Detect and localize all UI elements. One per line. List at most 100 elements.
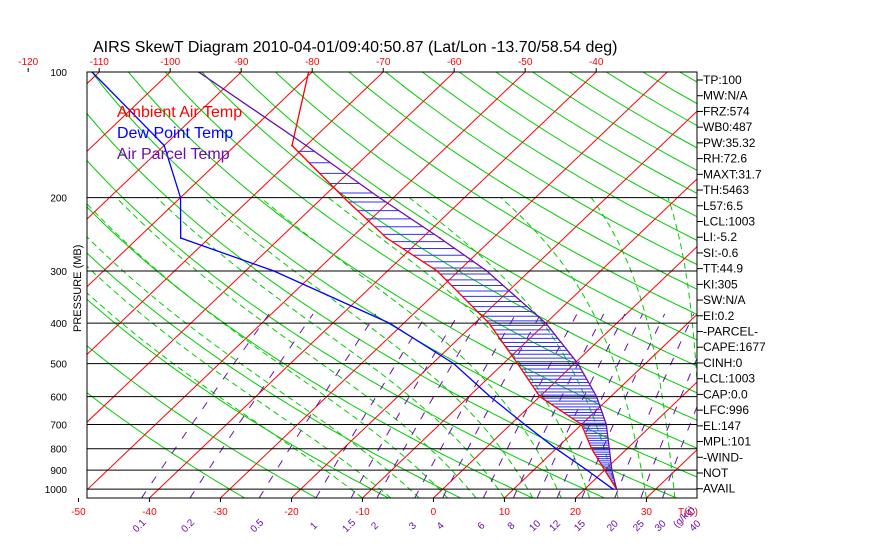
- series-point: [385, 237, 388, 239]
- mixing-ratio-tick-label: 1: [308, 520, 320, 532]
- moist-adiabat: [87, 265, 392, 498]
- bottom-temp-tick-label: -30: [213, 507, 228, 518]
- series-point: [544, 322, 547, 325]
- series-point: [305, 144, 308, 147]
- chart-title: AIRS SkewT Diagram 2010-04-01/09:40:50.8…: [93, 39, 617, 56]
- pressure-tick-label: 500: [50, 360, 67, 371]
- dry-adiabat: [348, 72, 697, 290]
- series-layer: [91, 72, 618, 491]
- isotherm: [87, 72, 242, 220]
- series-point: [272, 270, 275, 272]
- series-point: [179, 237, 182, 239]
- mixing-ratio-tick-label: 0.5: [249, 517, 267, 535]
- index-25: NOT: [703, 466, 729, 480]
- index-24: -WIND-: [703, 450, 743, 464]
- pressure-tick-label: 800: [50, 445, 67, 456]
- series-point: [378, 196, 381, 199]
- series-point: [605, 423, 608, 426]
- moist-adiabat: [156, 197, 505, 498]
- pressure-tick-label: 1000: [45, 485, 68, 496]
- isotherm: [149, 72, 597, 498]
- moist-adiabat: [260, 197, 562, 498]
- index-9: LCL:1003: [703, 214, 755, 228]
- moist-adiabat: [87, 203, 448, 498]
- mixing-ratio-tick-label: 8: [506, 520, 518, 532]
- series-point: [436, 270, 439, 272]
- mixing-ratio-tick-label: 2: [369, 520, 381, 532]
- legend-ambient-air-temp: Ambient Air Temp: [117, 104, 242, 121]
- dry-adiabat: [87, 298, 389, 498]
- isotherm: [433, 245, 697, 498]
- mixing-ratio-line: [640, 357, 697, 498]
- mixing-ratio-tick-label: 30: [653, 518, 669, 534]
- index-16: -PARCEL-: [703, 325, 758, 339]
- index-8: L57:6.5: [703, 199, 743, 213]
- mixing-ratio-tick-label: 12: [547, 518, 563, 534]
- series-ambient-air-temp: [291, 72, 618, 490]
- series-point: [586, 469, 588, 471]
- bottom-temp-tick-label: 30: [641, 507, 653, 518]
- plot-frame: [27, 68, 698, 502]
- dry-adiabat: [863, 72, 870, 498]
- mixing-ratio-tick-label: 10: [528, 518, 544, 534]
- mixing-ratio-line: [258, 313, 377, 498]
- mixing-ratio-tick-label: 20: [605, 518, 621, 534]
- isotherm: [575, 381, 697, 498]
- mixing-ratio-tick-label: 0.1: [131, 517, 149, 535]
- series-point: [488, 322, 490, 325]
- index-12: TT:44.9: [703, 262, 743, 276]
- isotherm: [291, 110, 697, 498]
- mixing-ratio-tick-label: 0.2: [179, 517, 197, 535]
- moist-adiabat: [87, 236, 420, 498]
- series-point: [538, 395, 541, 398]
- index-5: RH:72.6: [703, 152, 747, 166]
- pressure-tick-label: 900: [50, 466, 67, 477]
- series-point: [452, 362, 455, 365]
- dry-adiabat: [275, 72, 697, 341]
- dry-adiabat: [422, 72, 697, 241]
- isotherm: [87, 72, 384, 356]
- series-point: [179, 196, 182, 199]
- x-axis-unit-label: T(C): [678, 507, 698, 518]
- top-temp-tick-label: -40: [589, 57, 604, 68]
- index-13: KI:305: [703, 277, 738, 291]
- top-temp-tick-label: -60: [447, 57, 462, 68]
- index-10: LI:-5.2: [703, 230, 737, 244]
- bottom-temp-tick-label: -10: [355, 507, 370, 518]
- mixing-ratio-line: [482, 313, 578, 498]
- moist-adiabat: [203, 197, 534, 498]
- pressure-tick-label: 200: [50, 194, 67, 205]
- series-point: [612, 488, 614, 491]
- mixing-ratio-line: [350, 313, 460, 498]
- series-point: [608, 447, 611, 450]
- pressure-tick-label: 100: [50, 68, 67, 79]
- mixing-ratio-line: [512, 313, 605, 498]
- series-point: [610, 469, 613, 471]
- series-point: [555, 447, 557, 450]
- bottom-temp-tick-label: 0: [431, 507, 437, 518]
- dry-adiabat: [238, 72, 697, 367]
- top-temp-tick-label: -90: [234, 57, 249, 68]
- isotherm: [87, 72, 526, 491]
- legend-air-parcel-temp: Air Parcel Temp: [117, 146, 230, 163]
- mixing-ratio-tick-label: 6: [476, 520, 488, 532]
- index-19: LCL:1003: [703, 372, 755, 386]
- index-0: TP:100: [703, 73, 742, 87]
- mixing-ratio-line: [315, 313, 428, 498]
- dry-adiabat: [164, 72, 697, 421]
- dry-adiabat: [495, 72, 697, 194]
- top-temp-tick-label: -80: [305, 57, 320, 68]
- series-point: [291, 144, 293, 147]
- plot-border: [86, 71, 698, 499]
- index-6: MAXT:31.7: [703, 167, 762, 181]
- series-dew-point-temp: [91, 72, 614, 490]
- mixing-ratio-line: [662, 405, 697, 498]
- moist-adiabat: [590, 197, 676, 498]
- y-axis-label: PRESSURE (MB): [72, 245, 84, 332]
- legend-dew-point-temp: Dew Point Temp: [117, 125, 233, 142]
- mixing-ratio-tick-label: 4: [435, 520, 447, 532]
- dry-adiabat: [87, 159, 605, 498]
- pressure-tick-label: 700: [50, 421, 67, 432]
- dry-adiabat: [532, 72, 697, 171]
- index-4: PW:35.32: [703, 136, 756, 150]
